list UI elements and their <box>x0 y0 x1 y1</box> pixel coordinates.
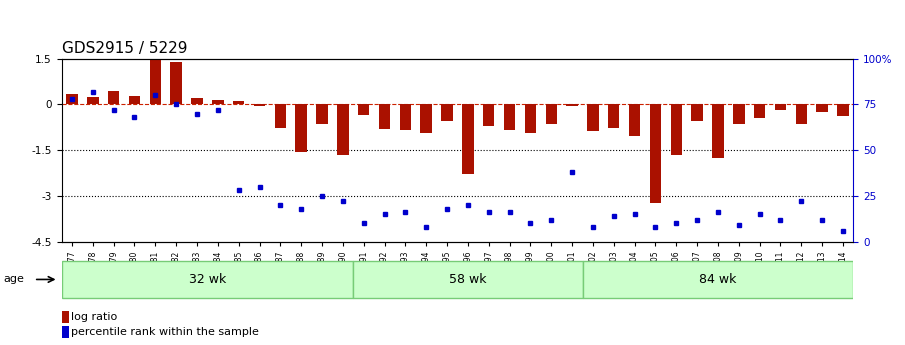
Text: GDS2915 / 5229: GDS2915 / 5229 <box>62 41 187 56</box>
Bar <box>608 104 620 128</box>
Bar <box>525 104 536 133</box>
Text: log ratio: log ratio <box>71 312 118 322</box>
FancyBboxPatch shape <box>62 261 353 298</box>
Bar <box>129 96 140 104</box>
Bar <box>87 97 99 104</box>
Bar <box>233 101 244 104</box>
Bar <box>754 104 766 118</box>
FancyBboxPatch shape <box>353 261 583 298</box>
Bar <box>212 100 224 104</box>
Text: percentile rank within the sample: percentile rank within the sample <box>71 327 260 337</box>
Bar <box>837 104 849 116</box>
Bar <box>733 104 745 124</box>
Bar <box>462 104 473 174</box>
Bar <box>629 104 641 136</box>
Bar <box>775 104 786 110</box>
Bar <box>358 104 369 115</box>
Text: 32 wk: 32 wk <box>189 273 226 286</box>
Bar <box>400 104 411 130</box>
Bar <box>170 62 182 104</box>
Bar <box>442 104 452 121</box>
Bar <box>816 104 828 112</box>
Bar <box>62 310 69 323</box>
Bar <box>66 94 78 104</box>
Bar <box>691 104 703 121</box>
Bar <box>795 104 807 124</box>
Text: 58 wk: 58 wk <box>449 273 487 286</box>
Bar <box>316 104 328 124</box>
Bar <box>253 104 265 106</box>
Bar <box>483 104 494 126</box>
Bar <box>108 91 119 104</box>
Bar <box>191 98 203 104</box>
Bar <box>546 104 557 124</box>
FancyBboxPatch shape <box>583 261 853 298</box>
Bar <box>504 104 515 130</box>
Bar <box>712 104 724 158</box>
Bar <box>379 104 390 129</box>
Bar <box>295 104 307 151</box>
Bar <box>338 104 348 155</box>
Bar <box>274 104 286 128</box>
Bar <box>650 104 662 204</box>
Bar <box>62 326 69 338</box>
Bar <box>421 104 432 133</box>
Bar <box>149 60 161 104</box>
Bar <box>587 104 599 131</box>
Bar <box>567 104 577 106</box>
Text: age: age <box>3 275 24 284</box>
Bar <box>671 104 682 155</box>
Text: 84 wk: 84 wk <box>700 273 737 286</box>
